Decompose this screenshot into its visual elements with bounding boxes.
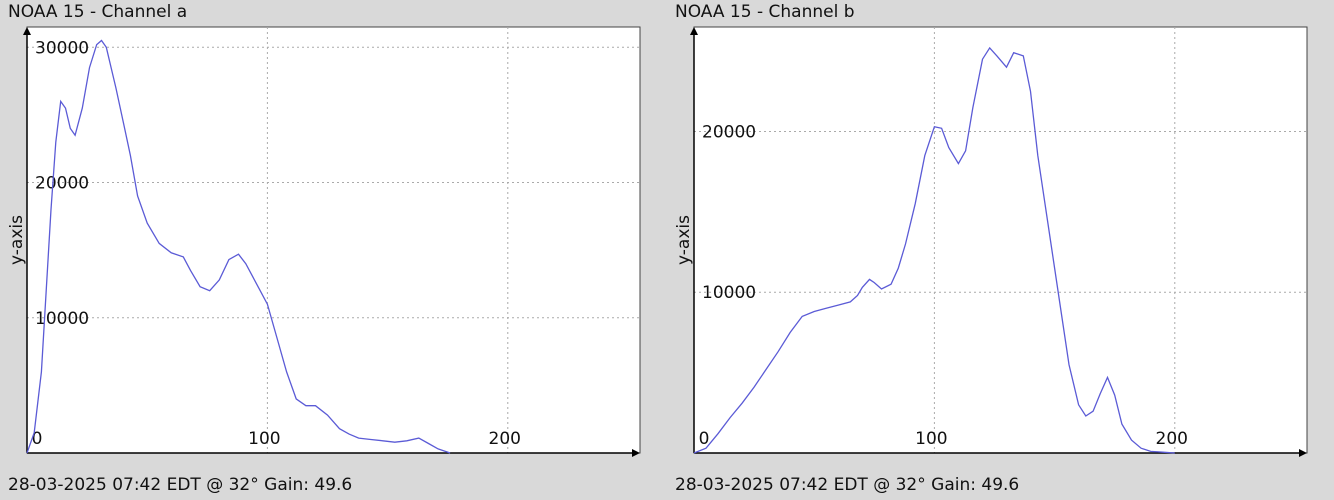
y-axis-arrow <box>23 27 31 35</box>
series-line <box>26 39 451 454</box>
plot-area <box>26 26 641 454</box>
y-axis-label: y-axis <box>7 215 27 265</box>
y-tick-label: 10000 <box>35 309 89 329</box>
chart-footer: 28-03-2025 07:42 EDT @ 32° Gain: 49.6 <box>8 475 353 495</box>
y-axis-label: y-axis <box>674 215 694 265</box>
chart-panel-b: NOAA 15 - Channel b 0 100 200 10000 20000 y-a… <box>667 0 1334 500</box>
x-tick-label: 100 <box>915 429 947 449</box>
y-tick-label: 30000 <box>35 38 89 58</box>
x-axis-arrow <box>1299 449 1307 457</box>
series-line <box>693 46 1175 454</box>
chart-panel-a: NOAA 15 - Channel a 0 100 200 10000 20000 300… <box>7 2 641 495</box>
plot-area <box>693 26 1308 454</box>
x-tick-label: 0 <box>699 429 710 449</box>
chart-a-svg: 0 100 200 10000 20000 30000 y-axis <box>7 26 641 457</box>
x-tick-label: 100 <box>248 429 280 449</box>
y-tick-label: 20000 <box>35 174 89 194</box>
x-axis-arrow <box>632 449 640 457</box>
y-tick-label: 10000 <box>702 283 756 303</box>
y-tick-label: 20000 <box>702 122 756 142</box>
chart-b-svg: 0 100 200 10000 20000 y-axis <box>674 26 1308 457</box>
chart-footer: 28-03-2025 07:42 EDT @ 32° Gain: 49.6 <box>675 475 1020 495</box>
x-tick-label: 200 <box>489 429 521 449</box>
y-axis-arrow <box>690 27 698 35</box>
x-tick-label: 0 <box>32 429 43 449</box>
chart-title: NOAA 15 - Channel b <box>675 2 855 22</box>
x-tick-label: 200 <box>1156 429 1188 449</box>
chart-title: NOAA 15 - Channel a <box>8 2 188 22</box>
